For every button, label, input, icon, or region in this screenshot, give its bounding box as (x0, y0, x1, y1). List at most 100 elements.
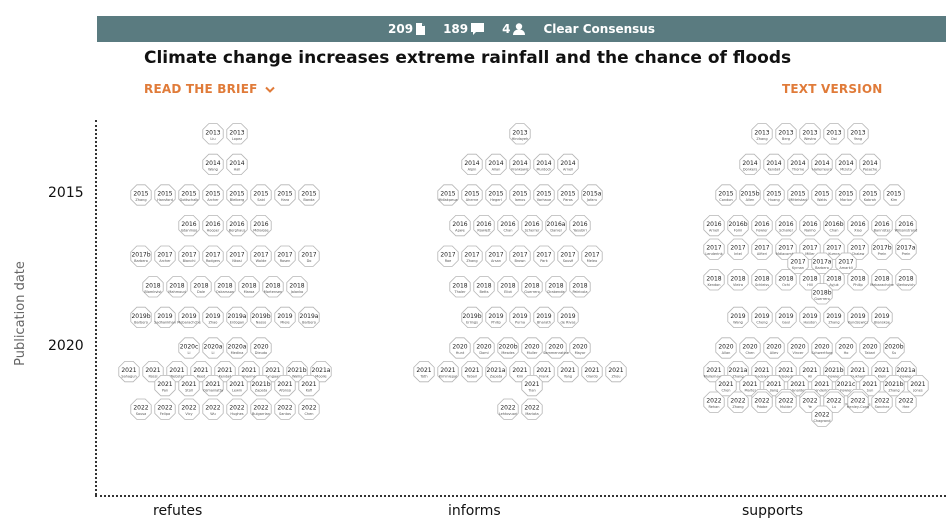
text-version-link[interactable]: TEXT VERSION (782, 82, 883, 96)
read-brief-link[interactable]: READ THE BRIEF (144, 82, 275, 96)
